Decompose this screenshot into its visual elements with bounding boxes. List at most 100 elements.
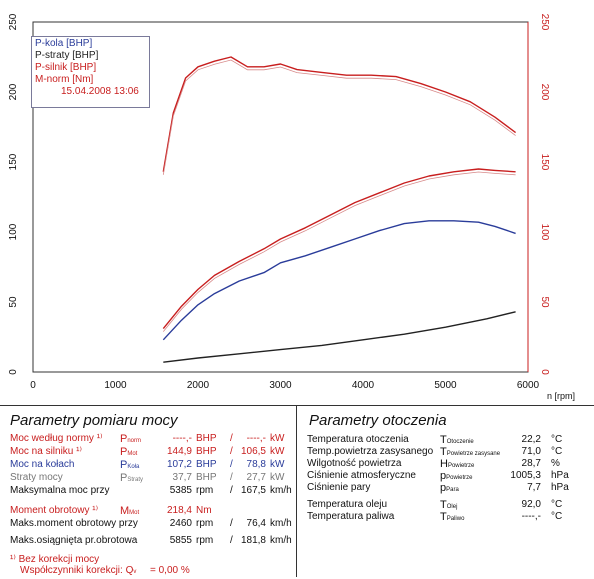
y-tick-label: 0 [8,369,19,375]
right-y-tick-label: 200 [539,84,550,101]
y-tick-label: 50 [8,296,19,308]
param-unit-2: kW [270,446,285,457]
param-symbol: PMot [120,446,138,458]
power-param-row: Straty mocy PStraty 37,7 BHP / 27,7 kW [0,472,296,485]
power-param-row: Moment obrotowy ¹⁾ MMot 218,4 Nm [0,505,296,518]
param-unit-1: BHP [196,433,217,444]
ambient-value: 7,7 [527,482,541,493]
param-label: Maksymalna moc przy [10,485,110,496]
m-norm-line [162,56,517,172]
param-unit-1: Nm [196,505,212,516]
param-separator: / [230,472,233,483]
p-silnik-line-trace [162,171,516,332]
param-value-1: 218,4 [166,505,192,516]
param-value-1: 37,7 [172,472,192,483]
footnote-value: = 0,00 % [150,565,190,576]
param-value-2: 76,4 [246,518,266,529]
ambient-unit: % [551,458,560,469]
power-param-row: Moc według normy ¹⁾ Pnorm ----,- BHP / ----,-… [0,433,296,446]
x-tick-label: 4000 [352,380,375,391]
param-separator: / [230,535,233,546]
footnote-no-correction: ¹⁾ Bez korekcji mocy [0,554,296,567]
m-norm-line-trace [162,59,516,175]
param-label: Moment obrotowy ¹⁾ [10,505,99,516]
param-separator: / [230,433,233,444]
ambient-unit: hPa [551,482,569,493]
param-unit-1: rpm [196,485,214,496]
power-param-row: Moc na kołach PKoła 107,2 BHP / 78,8 kW [0,459,296,472]
right-y-tick-label: 50 [539,296,550,308]
param-unit-2: kW [270,459,285,470]
param-value-1: 144,9 [166,446,192,457]
legend-item-m-norm: M-norm [Nm] [35,74,94,85]
param-label: Maks.moment obrotowy przy [10,518,138,529]
footnote-text: ¹⁾ Bez korekcji mocy [10,554,100,565]
ambient-unit: °C [551,446,563,457]
ambient-param-row: Temperatura paliwa TPaliwo ----,- °C [297,511,594,524]
param-value-1: 5855 [169,535,192,546]
ambient-unit: hPa [551,470,569,481]
param-value-1: 5385 [169,485,192,496]
param-value-1: ----,- [172,433,192,444]
y-tick-label: 150 [8,153,19,170]
power-param-row: Maksymalna moc przy 5385 rpm / 167,5 km/h [0,485,296,498]
ambient-param-row: Temp.powietrza zasysanego TPowietrze zasy… [297,446,594,459]
ambient-value: 28,7 [521,458,541,469]
param-unit-1: BHP [196,459,217,470]
y-tick-label: 250 [8,13,19,30]
ambient-label: Temperatura otoczenia [307,434,409,445]
ambient-label: Temperatura paliwa [307,511,395,522]
ambient-param-row: Wilgotność powietrza HPowietrze 28,7% [297,458,594,471]
param-unit-1: rpm [196,518,214,529]
param-value-2: 106,5 [240,446,266,457]
ambient-symbol: pPara [440,482,459,494]
param-label: Straty mocy [10,472,63,483]
param-symbol: PStraty [120,472,144,484]
param-symbol: PKoła [120,459,140,471]
power-param-row: Maks.moment obrotowy przy 2460 rpm / 76,4 km/… [0,518,296,531]
x-tick-label: 3000 [269,380,292,391]
x-tick-label: 1000 [104,380,127,391]
ambient-symbol: TOlej [440,499,458,511]
ambient-symbol: HPowietrze [440,458,475,470]
x-tick-label: 6000 [517,380,540,391]
param-label: Maks.osiągnięta pr.obrotowa [10,535,138,546]
param-value-2: ----,- [246,433,266,444]
chart-series [162,56,517,363]
param-value-1: 107,2 [166,459,192,470]
ambient-symbol: pPowietrze [440,470,473,482]
legend-item-p-kola: P-kola [BHP] [35,38,93,49]
param-value-1: 2460 [169,518,192,529]
ambient-unit: °C [551,434,563,445]
param-label: Moc na kołach [10,459,75,470]
ambient-value: 22,2 [521,434,541,445]
x-tick-label: 2000 [187,380,210,391]
param-unit-2: km/h [270,535,292,546]
ambient-label: Temp.powietrza zasysanego [307,446,434,457]
param-unit-2: km/h [270,518,292,529]
ambient-unit: °C [551,499,563,510]
power-param-row: Maks.osiągnięta pr.obrotowa 5855 rpm / 181,8… [0,535,296,548]
legend-item-p-silnik: P-silnik [BHP] [35,62,97,73]
p-kola-line [162,220,516,341]
param-value-2: 27,7 [246,472,266,483]
param-unit-1: BHP [196,446,217,457]
ambient-symbol: TOtoczenie [440,434,474,446]
param-unit-1: rpm [196,535,214,546]
param-unit-2: kW [270,472,285,483]
ambient-label: Ciśnienie atmosferyczne [307,470,416,481]
param-separator: / [230,518,233,529]
ambient-label: Ciśnienie pary [307,482,371,493]
x-tick-label: 5000 [434,380,457,391]
ambient-parameters-title: Parametry otoczenia [309,412,447,429]
power-parameters-title: Parametry pomiaru mocy [10,412,178,429]
right-y-tick-label: 0 [539,369,550,375]
footnote-correction-factor: Współczynniki korekcji: Qv = 0,00 % [0,565,296,578]
right-y-tick-label: 150 [539,154,550,171]
legend-item-p-straty: P-straty [BHP] [35,50,99,61]
ambient-value: 71,0 [521,446,541,457]
p-straty-line [163,311,516,363]
y-tick-label: 200 [8,83,19,100]
ambient-param-row: Ciśnienie atmosferyczne pPowietrze 1005,3 h… [297,470,594,483]
ambient-param-row: Ciśnienie pary pPara 7,7 hPa [297,482,594,495]
